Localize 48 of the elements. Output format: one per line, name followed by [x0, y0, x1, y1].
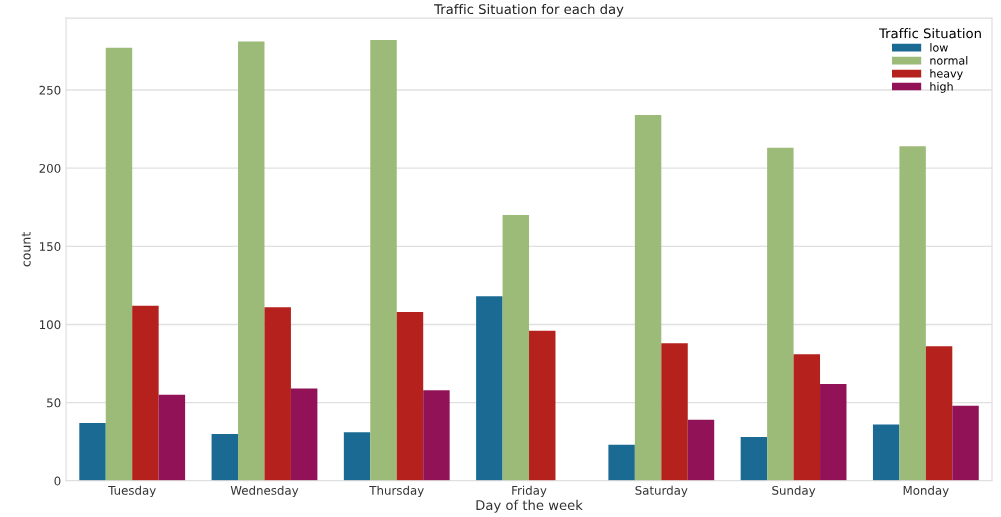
x-tick-label: Friday — [512, 485, 547, 498]
x-axis-title: Day of the week — [476, 499, 583, 513]
bar — [396, 311, 424, 481]
bar — [793, 354, 821, 481]
bar — [476, 296, 503, 481]
bar — [872, 424, 900, 481]
x-tick-label: Thursday — [369, 485, 424, 498]
bar — [343, 432, 371, 481]
bar — [661, 343, 688, 481]
chart-title: Traffic Situation for each day — [434, 3, 624, 17]
y-tick-label: 0 — [54, 476, 61, 486]
legend-label: high — [930, 82, 953, 93]
x-tick-label: Monday — [903, 485, 949, 498]
y-tick-label: 200 — [39, 163, 61, 173]
bar — [899, 146, 926, 481]
x-tick-label: Sunday — [772, 485, 816, 498]
bar — [502, 215, 530, 481]
bar — [370, 39, 397, 481]
x-tick-label: Tuesday — [108, 485, 156, 498]
bar — [423, 390, 450, 481]
x-tick-label: Wednesday — [230, 485, 299, 498]
bar — [925, 346, 953, 481]
y-tick-label: 250 — [39, 85, 61, 95]
bar — [79, 422, 106, 481]
bar — [105, 47, 133, 481]
bar — [952, 405, 979, 481]
bar — [158, 394, 186, 481]
bar — [820, 383, 847, 481]
bar — [238, 41, 265, 481]
bar — [290, 388, 318, 481]
x-tick-label: Saturday — [635, 485, 688, 498]
y-tick-label: 50 — [47, 398, 61, 408]
y-tick-label: 100 — [39, 320, 61, 330]
y-axis-title: count — [21, 232, 31, 267]
bar — [767, 147, 794, 481]
legend-label: heavy — [930, 69, 963, 80]
bar — [132, 305, 159, 481]
legend-label: normal — [930, 56, 968, 65]
bar — [211, 433, 239, 481]
bar — [264, 307, 291, 481]
bar — [740, 437, 768, 481]
bar — [608, 444, 635, 481]
legend-title: Traffic Situation — [878, 28, 981, 39]
y-tick-label: 150 — [39, 242, 61, 251]
legend-label: low — [930, 43, 948, 52]
bar — [687, 419, 715, 481]
bar — [529, 330, 556, 481]
bar — [634, 115, 662, 481]
